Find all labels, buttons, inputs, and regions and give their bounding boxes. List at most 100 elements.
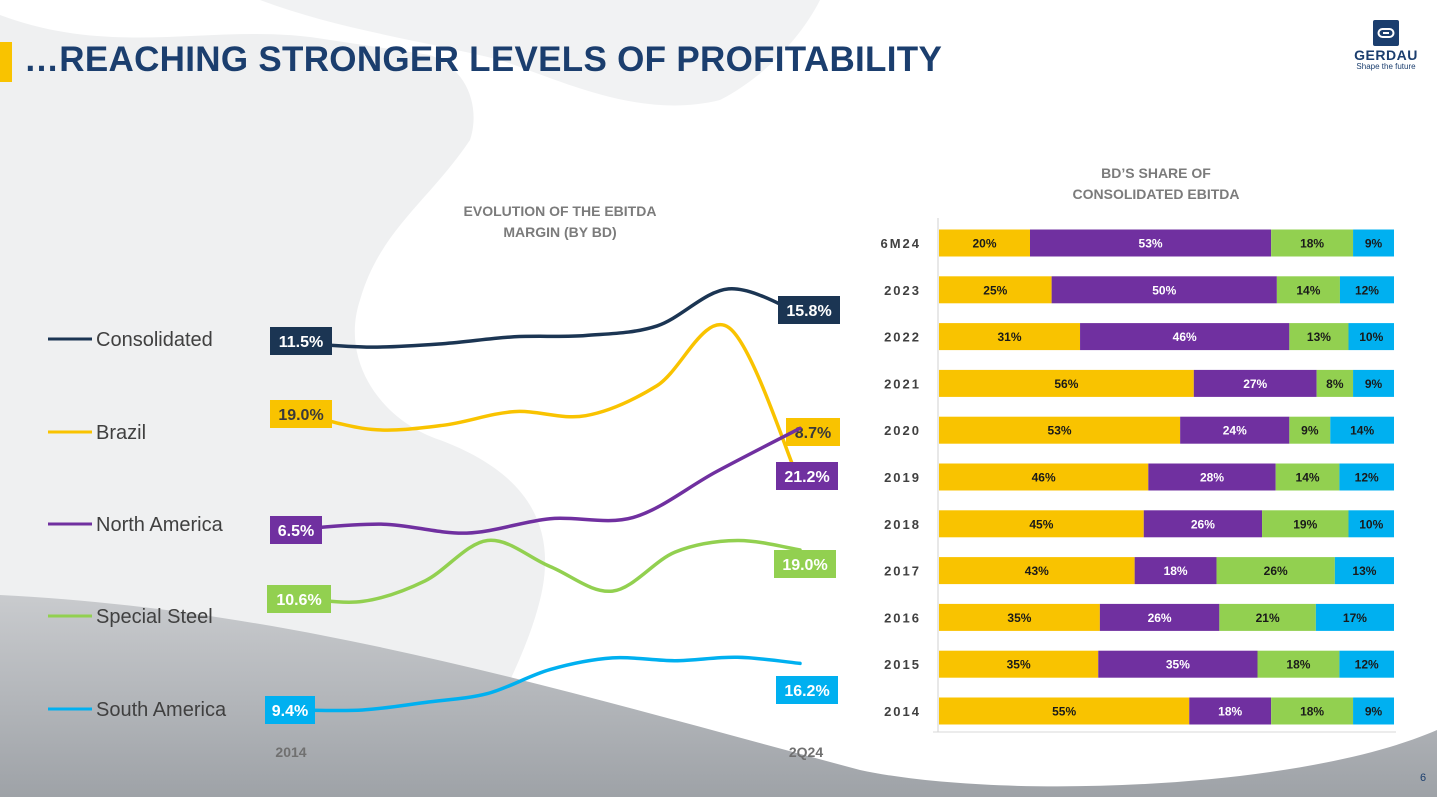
- bar-special_steel-2015: [1257, 650, 1340, 678]
- bar-label-brazil-6M24: 20%: [972, 237, 996, 251]
- south_america-end-label: 16.2%: [784, 683, 829, 700]
- bar-north_america-2019: [1148, 463, 1276, 491]
- bar-label-north_america-2017: 18%: [1164, 564, 1188, 578]
- consolidated-end-label: 15.8%: [786, 303, 831, 320]
- bar-brazil-2018: [939, 510, 1144, 538]
- bar-brazil-2014: [939, 697, 1190, 725]
- consolidated-start-label-box: [270, 327, 332, 355]
- bar-label-south_america-2016: 17%: [1343, 611, 1367, 625]
- bar-south_america-2019: [1339, 463, 1394, 491]
- logo-name: GERDAU: [1354, 47, 1418, 63]
- bar-special_steel-2018: [1262, 510, 1349, 538]
- north_america-end-label-box: [776, 462, 838, 490]
- page-number: 6: [1420, 772, 1427, 784]
- bar-north_america-2022: [1080, 323, 1290, 351]
- bar-north_america-2021: [1193, 369, 1317, 397]
- bar-brazil-2023: [939, 276, 1052, 304]
- consolidated-line: [298, 287, 802, 349]
- category-label-2020: 2020: [884, 423, 921, 438]
- bar-south_america-2020: [1330, 416, 1394, 444]
- bar-special_steel-2022: [1289, 323, 1349, 351]
- bar-label-special_steel-2020: 9%: [1301, 424, 1319, 438]
- north_america-start-label: 6.5%: [278, 523, 314, 540]
- legend-label-north_america: North America: [96, 514, 224, 536]
- bar-south_america-2015: [1339, 650, 1394, 678]
- brazil-end-label: 8.7%: [795, 425, 831, 442]
- x-axis-label-0: 2014: [275, 744, 306, 760]
- consolidated-start-label: 11.5%: [279, 334, 323, 351]
- bar-north_america-2018: [1143, 510, 1263, 538]
- bar-label-north_america-2019: 28%: [1200, 471, 1224, 485]
- category-label-2015: 2015: [884, 657, 921, 672]
- bar-label-south_america-2020: 14%: [1350, 424, 1374, 438]
- bar-label-north_america-2014: 18%: [1218, 705, 1242, 719]
- bar-brazil-6M24: [939, 229, 1030, 257]
- bar-label-south_america-2017: 13%: [1352, 564, 1376, 578]
- ebitda-share-chart-title: BD’S SHARE OF CONSOLIDATED EBITDA: [1072, 165, 1240, 202]
- bar-label-south_america-2018: 10%: [1359, 517, 1383, 531]
- bar-brazil-2015: [939, 650, 1099, 678]
- bar-label-brazil-2015: 35%: [1007, 658, 1031, 672]
- special_steel-line: [298, 538, 802, 604]
- bar-label-north_america-6M24: 53%: [1139, 237, 1163, 251]
- bar-label-south_america-2014: 9%: [1365, 705, 1383, 719]
- category-label-2014: 2014: [884, 704, 921, 719]
- bar-label-north_america-2021: 27%: [1243, 377, 1267, 391]
- bar-south_america-6M24: [1353, 229, 1394, 257]
- bar-special_steel-6M24: [1271, 229, 1354, 257]
- category-label-2022: 2022: [884, 330, 921, 345]
- bar-south_america-2021: [1353, 369, 1394, 397]
- bar-special_steel-2017: [1216, 557, 1335, 585]
- bar-south_america-2016: [1315, 603, 1394, 631]
- bar-special_steel-2021: [1316, 369, 1354, 397]
- legend-label-south_america: South America: [96, 699, 227, 721]
- gerdau-logo: GERDAU Shape the future: [1351, 20, 1421, 71]
- bar-label-special_steel-2022: 13%: [1307, 330, 1331, 344]
- south_america-end-label-box: [776, 676, 838, 704]
- north_america-start-label-box: [270, 516, 322, 544]
- category-label-6M24: 6M24: [880, 236, 921, 251]
- brazil-start-label-box: [270, 400, 332, 428]
- ebitda-margin-line-chart: Consolidated 11.5% 15.8% Brazil 19.0% 8.7% Nor…: [48, 287, 840, 760]
- bar-label-special_steel-2018: 19%: [1293, 517, 1317, 531]
- legend-label-brazil: Brazil: [96, 422, 146, 444]
- south_america-start-label: 9.4%: [272, 703, 308, 720]
- bar-label-brazil-2023: 25%: [983, 283, 1007, 297]
- bar-south_america-2017: [1334, 557, 1394, 585]
- bar-label-special_steel-2021: 8%: [1326, 377, 1344, 391]
- bar-brazil-2016: [939, 603, 1100, 631]
- bar-label-brazil-2020: 53%: [1048, 424, 1072, 438]
- bar-label-south_america-2023: 12%: [1355, 283, 1379, 297]
- bar-label-special_steel-2023: 14%: [1296, 283, 1320, 297]
- bar-label-brazil-2016: 35%: [1007, 611, 1031, 625]
- bar-north_america-2014: [1189, 697, 1272, 725]
- bar-south_america-2023: [1339, 276, 1394, 304]
- consolidated-end-label-box: [778, 296, 840, 324]
- bar-label-south_america-2015: 12%: [1355, 658, 1379, 672]
- bar-label-brazil-2018: 45%: [1029, 517, 1053, 531]
- bar-north_america-2016: [1099, 603, 1220, 631]
- bar-brazil-2019: [939, 463, 1149, 491]
- logo-icon: [1373, 20, 1399, 46]
- bar-label-south_america-2021: 9%: [1365, 377, 1383, 391]
- bar-south_america-2018: [1348, 510, 1394, 538]
- special_steel-end-label-box: [774, 550, 836, 578]
- north_america-line: [298, 426, 802, 535]
- bar-label-brazil-2022: 31%: [998, 330, 1022, 344]
- bar-label-special_steel-2015: 18%: [1286, 658, 1310, 672]
- category-label-2023: 2023: [884, 283, 921, 298]
- bar-brazil-2020: [939, 416, 1181, 444]
- ebitda-margin-chart-title: EVOLUTION OF THE EBITDA MARGIN (BY BD): [463, 203, 657, 240]
- bar-north_america-2020: [1180, 416, 1290, 444]
- bar-south_america-2022: [1348, 323, 1394, 351]
- bar-special_steel-2014: [1271, 697, 1354, 725]
- bar-north_america-2017: [1134, 557, 1217, 585]
- bar-label-special_steel-2016: 21%: [1256, 611, 1280, 625]
- title-accent-bar: [0, 42, 12, 82]
- category-label-2021: 2021: [884, 376, 921, 391]
- bar-label-north_america-2020: 24%: [1223, 424, 1247, 438]
- bar-brazil-2022: [939, 323, 1081, 351]
- bar-label-special_steel-2014: 18%: [1300, 705, 1324, 719]
- bar-special_steel-2020: [1289, 416, 1331, 444]
- bar-label-brazil-2017: 43%: [1025, 564, 1049, 578]
